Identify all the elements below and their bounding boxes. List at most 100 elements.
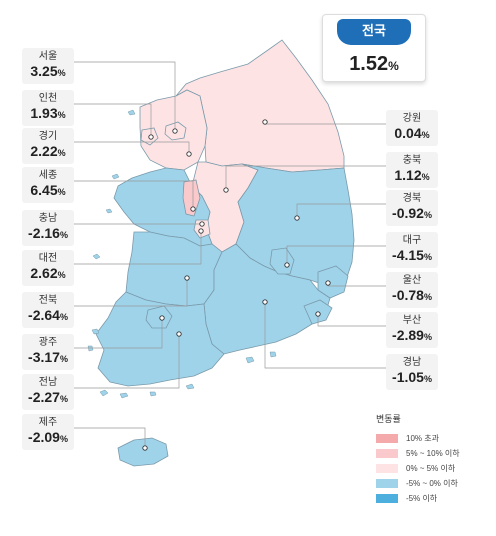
leader-line-gyeongnam (264, 302, 386, 369)
region-unit: % (423, 374, 432, 384)
region-name: 강원 (402, 113, 422, 124)
region-label-gangwon: 강원 0.04% (386, 110, 438, 146)
legend-swatch (376, 434, 398, 443)
region-number: -1.05 (392, 369, 424, 385)
region-name: 대구 (402, 235, 422, 246)
region-label-seoul: 서울 3.25% (22, 48, 74, 84)
region-value: -3.17% (22, 349, 74, 370)
region-number: 1.12 (394, 167, 422, 183)
island-shape (185, 383, 195, 390)
region-name: 전북 (38, 295, 58, 306)
region-number: -0.78 (392, 287, 424, 303)
region-label-busan: 부산 -2.89% (386, 312, 438, 348)
leader-line-gwangju (74, 318, 163, 349)
region-unit: % (423, 332, 432, 342)
region-name: 제주 (38, 417, 58, 428)
region-label-jeju: 제주 -2.09% (22, 414, 74, 450)
national-total-number: 1.52 (349, 53, 389, 75)
legend-item: 0% ~ 5% 이하 (376, 461, 460, 476)
region-marker-sejong (190, 206, 196, 212)
region-daegu (269, 247, 295, 275)
region-label-daegu: 대구 -4.15% (386, 232, 438, 268)
region-unit: % (59, 230, 68, 240)
region-label-gyeongnam: 경남 -1.05% (386, 354, 438, 390)
island-shape (91, 328, 100, 335)
region-unit: % (59, 312, 68, 322)
region-sejong (182, 179, 201, 217)
legend-item: 10% 초과 (376, 431, 460, 446)
region-label-jeonbuk: 전북 -2.64% (22, 292, 74, 328)
region-value: -0.78% (386, 287, 438, 308)
leader-line-chungbuk (225, 165, 386, 190)
region-unit: % (59, 354, 68, 364)
region-name: 충북 (402, 155, 422, 166)
region-label-chungbuk: 충북 1.12% (386, 152, 438, 188)
island-shape (119, 392, 129, 399)
region-value: -4.15% (386, 247, 438, 268)
region-unit: % (421, 130, 430, 140)
legend-swatch (376, 464, 398, 473)
region-value: -2.27% (22, 389, 74, 410)
legend-item: -5% 이하 (376, 491, 460, 506)
region-marker-gyeonggi (186, 151, 192, 157)
region-marker-gyeongbuk (294, 215, 300, 221)
island-shape (87, 345, 94, 352)
region-number: 1.93 (30, 105, 58, 121)
region-label-jeonnam: 전남 -2.27% (22, 374, 74, 410)
region-value: -2.16% (22, 225, 74, 246)
region-unit: % (423, 210, 432, 220)
region-value: -0.92% (386, 205, 438, 226)
legend-label: 0% ~ 5% 이하 (406, 464, 456, 473)
region-jeonnam (95, 291, 225, 387)
region-value: 0.04% (386, 125, 438, 146)
leader-line-jeonnam (74, 334, 180, 389)
legend-title: 변동률 (376, 414, 401, 424)
region-name: 울산 (402, 275, 422, 286)
region-name: 전남 (38, 377, 58, 388)
legend-swatch (376, 449, 398, 458)
region-value: -2.89% (386, 327, 438, 348)
region-name: 인천 (38, 93, 58, 104)
region-name: 부산 (402, 315, 422, 326)
region-label-daejeon: 대전 2.62% (22, 250, 74, 286)
legend-swatch (376, 479, 398, 488)
national-total-label: 전국 (337, 19, 411, 45)
leader-line-jeonbuk (74, 278, 188, 307)
region-number: -2.09 (28, 429, 60, 445)
region-label-gwangju: 광주 -3.17% (22, 334, 74, 370)
region-marker-daegu (284, 262, 290, 268)
region-number: 2.22 (30, 143, 58, 159)
legend-item: 5% ~ 10% 이하 (376, 446, 460, 461)
national-total-unit: % (388, 59, 399, 73)
region-marker-gangwon (262, 119, 268, 125)
region-marker-incheon (148, 134, 154, 140)
legend-label: 5% ~ 10% 이하 (406, 449, 460, 458)
region-label-sejong: 세종 6.45% (22, 167, 74, 203)
region-label-gyeonggi: 경기 2.22% (22, 128, 74, 164)
island-shape (92, 253, 101, 260)
leader-line-seoul (74, 61, 176, 131)
region-value: 2.22% (22, 143, 74, 164)
region-marker-gwangju (159, 315, 165, 321)
region-marker-daejeon (198, 228, 204, 234)
region-number: 0.04 (394, 125, 422, 141)
region-unit: % (423, 252, 432, 262)
region-ulsan (317, 265, 349, 299)
leader-line-daegu (286, 245, 386, 265)
island-shape (127, 109, 136, 116)
legend-label: 10% 초과 (406, 434, 439, 443)
region-unit: % (57, 148, 66, 158)
region-value: -1.05% (386, 369, 438, 390)
island-shape (111, 173, 120, 180)
island-shape (105, 208, 113, 214)
leader-line-daejeon (74, 231, 202, 265)
region-marker-seoul (172, 128, 178, 134)
region-unit: % (57, 270, 66, 280)
region-marker-jeju (142, 445, 148, 451)
leader-line-gyeonggi (74, 141, 190, 154)
legend-label: -5% 이하 (406, 494, 438, 503)
island-shape (99, 389, 109, 397)
region-name: 세종 (38, 170, 58, 181)
legend: 변동률 10% 초과 5% ~ 10% 이하 0% ~ 5% 이하 -5% ~ 0% … (376, 412, 460, 506)
region-name: 광주 (38, 337, 58, 348)
